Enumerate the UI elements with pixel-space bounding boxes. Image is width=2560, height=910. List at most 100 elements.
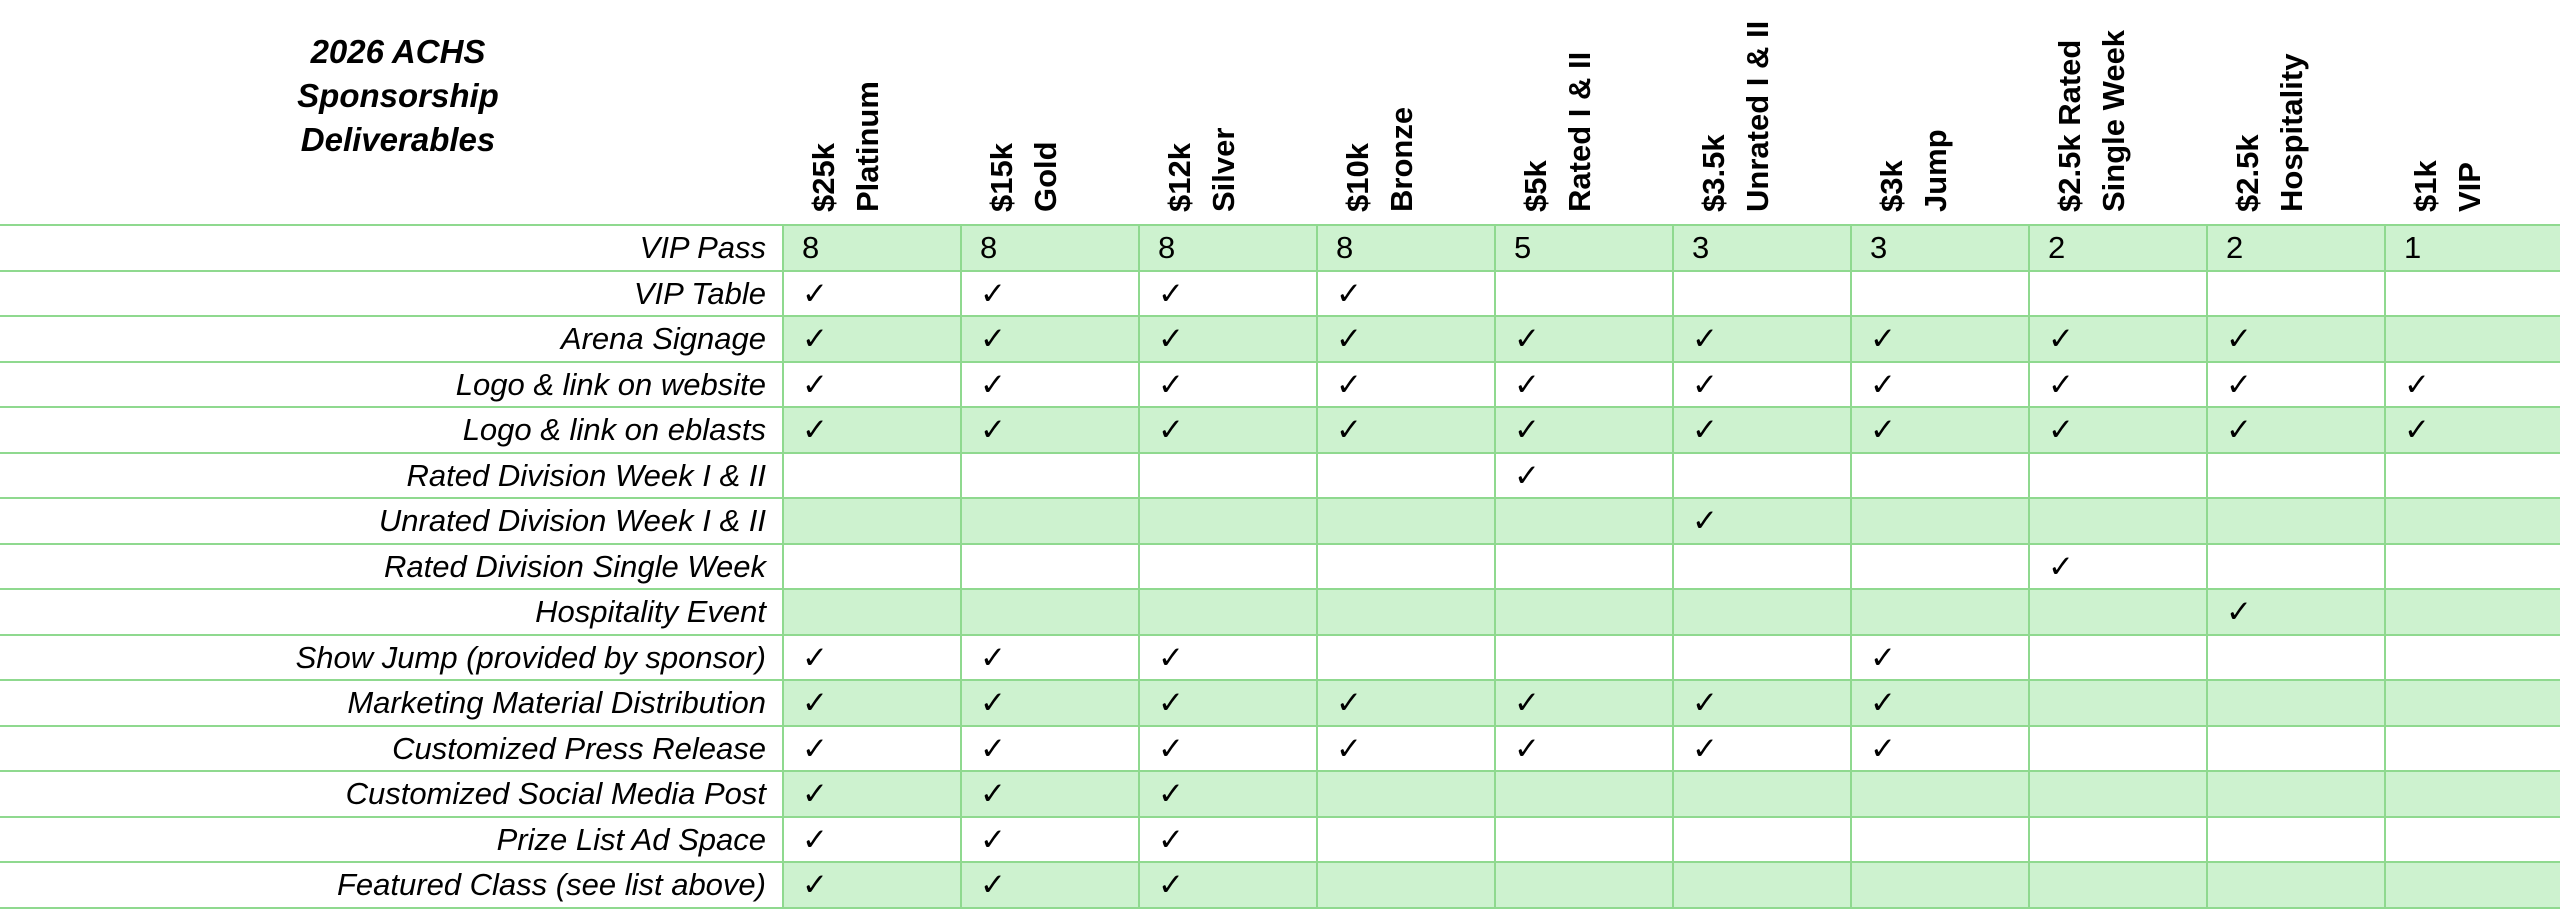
table-cell[interactable] bbox=[1138, 590, 1316, 634]
check-icon-cell[interactable]: ✓ bbox=[960, 772, 1138, 816]
row-label[interactable]: Hospitality Event bbox=[535, 594, 766, 629]
column-header[interactable]: $2.5k Rated Single Week bbox=[2028, 0, 2206, 224]
sheet-title[interactable]: 2026 ACHS Sponsorship Deliverables bbox=[248, 30, 548, 162]
check-icon-cell[interactable]: ✓ bbox=[2028, 362, 2206, 406]
table-cell[interactable] bbox=[1672, 817, 1850, 861]
table-cell[interactable]: 2 bbox=[2206, 226, 2384, 270]
table-cell[interactable] bbox=[2384, 817, 2560, 861]
check-icon-cell[interactable]: ✓ bbox=[1494, 453, 1672, 497]
table-cell[interactable] bbox=[2206, 635, 2384, 679]
table-cell[interactable] bbox=[2384, 271, 2560, 315]
check-icon-cell[interactable]: ✓ bbox=[1138, 635, 1316, 679]
table-cell[interactable]: 3 bbox=[1850, 226, 2028, 270]
check-icon-cell[interactable]: ✓ bbox=[1850, 317, 2028, 361]
check-icon-cell[interactable]: ✓ bbox=[1850, 681, 2028, 725]
table-cell[interactable] bbox=[1672, 863, 1850, 907]
table-cell[interactable] bbox=[2028, 726, 2206, 770]
check-icon-cell[interactable]: ✓ bbox=[1138, 817, 1316, 861]
check-icon-cell[interactable]: ✓ bbox=[782, 317, 960, 361]
table-cell[interactable] bbox=[960, 544, 1138, 588]
table-cell[interactable] bbox=[1672, 590, 1850, 634]
table-cell[interactable] bbox=[1672, 544, 1850, 588]
table-cell[interactable]: 8 bbox=[960, 226, 1138, 270]
table-cell[interactable] bbox=[1494, 772, 1672, 816]
table-cell[interactable]: 5 bbox=[1494, 226, 1672, 270]
check-icon-cell[interactable]: ✓ bbox=[2206, 317, 2384, 361]
table-cell[interactable] bbox=[1494, 499, 1672, 543]
table-cell[interactable] bbox=[2384, 772, 2560, 816]
table-cell[interactable] bbox=[2206, 726, 2384, 770]
check-icon-cell[interactable]: ✓ bbox=[2206, 408, 2384, 452]
check-icon-cell[interactable]: ✓ bbox=[1672, 408, 1850, 452]
table-cell[interactable] bbox=[1316, 817, 1494, 861]
column-header[interactable]: $1k VIP bbox=[2384, 0, 2560, 224]
check-icon-cell[interactable]: ✓ bbox=[782, 726, 960, 770]
check-icon-cell[interactable]: ✓ bbox=[1316, 362, 1494, 406]
table-cell[interactable] bbox=[1316, 772, 1494, 816]
table-cell[interactable] bbox=[2206, 271, 2384, 315]
table-cell[interactable] bbox=[2028, 271, 2206, 315]
table-cell[interactable] bbox=[2384, 635, 2560, 679]
check-icon-cell[interactable]: ✓ bbox=[960, 362, 1138, 406]
table-cell[interactable] bbox=[2384, 863, 2560, 907]
table-cell[interactable] bbox=[782, 544, 960, 588]
table-cell[interactable] bbox=[2028, 499, 2206, 543]
row-label[interactable]: Logo & link on eblasts bbox=[462, 412, 766, 447]
table-cell[interactable] bbox=[2384, 453, 2560, 497]
row-label[interactable]: Marketing Material Distribution bbox=[347, 685, 766, 720]
check-icon-cell[interactable]: ✓ bbox=[2206, 590, 2384, 634]
table-cell[interactable] bbox=[782, 590, 960, 634]
table-cell[interactable] bbox=[1138, 499, 1316, 543]
column-header[interactable]: $2.5k Hospitality bbox=[2206, 0, 2384, 224]
check-icon-cell[interactable]: ✓ bbox=[782, 362, 960, 406]
table-cell[interactable] bbox=[1850, 271, 2028, 315]
check-icon-cell[interactable]: ✓ bbox=[1138, 681, 1316, 725]
check-icon-cell[interactable]: ✓ bbox=[2028, 317, 2206, 361]
table-cell[interactable] bbox=[1138, 544, 1316, 588]
row-label[interactable]: Rated Division Week I & II bbox=[406, 457, 766, 493]
row-label[interactable]: Arena Signage bbox=[560, 321, 766, 356]
check-icon-cell[interactable]: ✓ bbox=[2384, 408, 2560, 452]
check-icon-cell[interactable]: ✓ bbox=[960, 408, 1138, 452]
column-header[interactable]: $5k Rated I & II bbox=[1494, 0, 1672, 224]
check-icon-cell[interactable]: ✓ bbox=[1138, 772, 1316, 816]
check-icon-cell[interactable]: ✓ bbox=[1316, 317, 1494, 361]
check-icon-cell[interactable]: ✓ bbox=[1672, 317, 1850, 361]
table-cell[interactable]: 8 bbox=[1316, 226, 1494, 270]
check-icon-cell[interactable]: ✓ bbox=[1850, 635, 2028, 679]
table-cell[interactable] bbox=[1494, 590, 1672, 634]
table-cell[interactable] bbox=[2206, 863, 2384, 907]
column-header[interactable]: $10k Bronze bbox=[1316, 0, 1494, 224]
table-cell[interactable] bbox=[1494, 863, 1672, 907]
table-cell[interactable] bbox=[2206, 817, 2384, 861]
table-cell[interactable] bbox=[1316, 499, 1494, 543]
check-icon-cell[interactable]: ✓ bbox=[782, 817, 960, 861]
table-cell[interactable] bbox=[1672, 772, 1850, 816]
check-icon-cell[interactable]: ✓ bbox=[960, 863, 1138, 907]
table-cell[interactable] bbox=[782, 499, 960, 543]
column-header[interactable]: $3.5k Unrated I & II bbox=[1672, 0, 1850, 224]
check-icon-cell[interactable]: ✓ bbox=[1494, 408, 1672, 452]
check-icon-cell[interactable]: ✓ bbox=[960, 317, 1138, 361]
check-icon-cell[interactable]: ✓ bbox=[1850, 726, 2028, 770]
table-cell[interactable] bbox=[1672, 453, 1850, 497]
table-cell[interactable]: 2 bbox=[2028, 226, 2206, 270]
row-label[interactable]: Logo & link on website bbox=[455, 366, 766, 402]
check-icon-cell[interactable]: ✓ bbox=[1494, 681, 1672, 725]
table-cell[interactable] bbox=[2384, 499, 2560, 543]
check-icon-cell[interactable]: ✓ bbox=[1850, 362, 2028, 406]
table-cell[interactable] bbox=[1494, 817, 1672, 861]
table-cell[interactable] bbox=[1494, 544, 1672, 588]
check-icon-cell[interactable]: ✓ bbox=[1672, 499, 1850, 543]
check-icon-cell[interactable]: ✓ bbox=[960, 271, 1138, 315]
check-icon-cell[interactable]: ✓ bbox=[1138, 726, 1316, 770]
table-cell[interactable] bbox=[2384, 544, 2560, 588]
table-cell[interactable] bbox=[1850, 499, 2028, 543]
table-cell[interactable]: 8 bbox=[1138, 226, 1316, 270]
check-icon-cell[interactable]: ✓ bbox=[2028, 408, 2206, 452]
check-icon-cell[interactable]: ✓ bbox=[1138, 317, 1316, 361]
table-cell[interactable] bbox=[2028, 863, 2206, 907]
table-cell[interactable] bbox=[2206, 544, 2384, 588]
table-cell[interactable] bbox=[1850, 817, 2028, 861]
table-cell[interactable] bbox=[960, 453, 1138, 497]
